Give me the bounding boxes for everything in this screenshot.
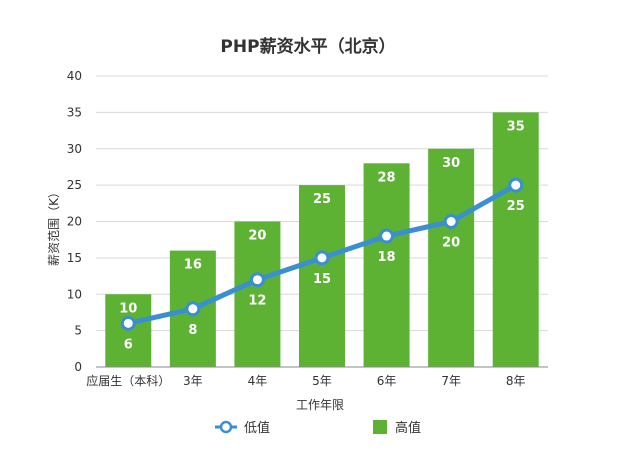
bar-value-label: 28 xyxy=(378,170,396,185)
bar-value-label: 16 xyxy=(184,258,202,273)
bar xyxy=(363,163,410,367)
legend-label-low: 低值 xyxy=(244,420,270,436)
bar-value-label: 35 xyxy=(507,119,525,134)
bar-value-label: 30 xyxy=(442,156,460,171)
y-tick-label: 40 xyxy=(67,69,82,83)
y-tick-label: 0 xyxy=(74,360,82,374)
x-tick-label: 4年 xyxy=(248,374,268,388)
x-tick-label: 应届生（本科） xyxy=(86,373,170,388)
line-value-label: 15 xyxy=(313,272,331,287)
bar xyxy=(299,185,345,367)
line-series: 6 8 12 15 18 20 25 xyxy=(120,177,525,352)
y-tick-label: 35 xyxy=(67,105,82,119)
line-point xyxy=(314,250,330,266)
x-tick-label: 7年 xyxy=(441,374,461,388)
x-tick-label: 8年 xyxy=(506,374,526,388)
y-tick-label: 20 xyxy=(67,215,82,229)
line-point xyxy=(379,228,395,244)
x-axis-ticks: 应届生（本科） 3年 4年 5年 6年 7年 8年 xyxy=(86,373,525,388)
y-tick-label: 25 xyxy=(67,178,82,192)
legend-bar-swatch xyxy=(373,420,387,434)
y-axis-label: 薪资范围（K） xyxy=(47,186,61,266)
line-point xyxy=(120,315,136,331)
x-tick-label: 3年 xyxy=(183,374,203,388)
y-tick-label: 10 xyxy=(67,287,82,301)
bar-series: 10 16 20 25 28 30 35 xyxy=(105,112,539,367)
line-value-label: 25 xyxy=(507,199,525,214)
x-tick-label: 6年 xyxy=(377,374,397,388)
line-value-label: 6 xyxy=(124,337,133,352)
bar-value-label: 10 xyxy=(119,301,137,316)
x-axis-label: 工作年限 xyxy=(296,398,344,412)
chart-title: PHP薪资水平（北京） xyxy=(220,36,395,57)
bar xyxy=(428,148,475,367)
legend: 低值 高值 xyxy=(215,420,421,436)
legend-label-high: 高值 xyxy=(395,420,421,436)
line-point xyxy=(443,214,459,229)
line-value-label: 20 xyxy=(442,236,460,251)
line-point xyxy=(185,301,201,317)
line-value-label: 18 xyxy=(378,250,396,265)
y-tick-label: 30 xyxy=(67,142,82,156)
y-tick-label: 15 xyxy=(67,251,82,265)
bar-value-label: 25 xyxy=(313,192,331,207)
y-tick-label: 5 xyxy=(74,324,82,338)
bar xyxy=(492,112,539,367)
line-value-label: 12 xyxy=(248,294,266,309)
bar-value-label: 20 xyxy=(248,229,266,244)
bar xyxy=(234,221,281,367)
y-axis-ticks: 0 5 10 15 20 25 30 35 40 xyxy=(67,69,82,374)
line-point xyxy=(249,272,265,288)
x-tick-label: 5年 xyxy=(312,374,332,388)
line-value-label: 8 xyxy=(188,323,197,338)
line-point xyxy=(508,177,524,193)
legend-line-marker xyxy=(219,420,233,434)
